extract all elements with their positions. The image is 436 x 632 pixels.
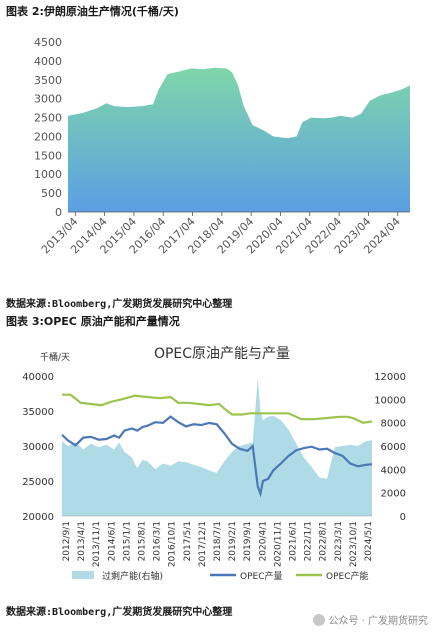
y-axis-ticks: 0 500 1000 1500 2000 2500 3000 3500 4000 4500 (34, 36, 62, 219)
x-tick-label: 2016/3/1 (153, 521, 163, 561)
x-tick-label: 2015/1/1 (122, 521, 132, 561)
legend-spare-capacity-label: 过剩产能(右轴) (102, 570, 163, 582)
watermark-text: 公众号 · 广发期货研究 (328, 616, 428, 627)
spare-capacity-area (62, 378, 372, 516)
y-tick-label: 3500 (34, 74, 62, 87)
y-tick-label: 4500 (34, 36, 62, 49)
y-tick-label: 3000 (34, 93, 62, 106)
y-left-tick-label: 25000 (22, 477, 54, 488)
y-tick-label: 0 (55, 206, 62, 219)
x-tick-label: 2017/12/1 (198, 521, 208, 567)
y-left-axis-ticks: 20000 25000 30000 35000 40000 (22, 372, 54, 523)
iran-production-area (68, 67, 410, 212)
y-right-tick-label: 4000 (381, 465, 406, 476)
x-tick-label: 2020/11/1 (273, 521, 283, 567)
x-axis-ticks: 2013/042014/042015/042016/042017/042018/… (39, 212, 403, 256)
legend-opec-capacity-label: OPEC产能 (326, 570, 368, 582)
y-tick-label: 1500 (34, 149, 62, 162)
opec-capacity-chart: OPEC原油产能与产量 千桶/天 20000250003000035000400… (22, 346, 406, 582)
y-right-tick-label: 2000 (381, 489, 406, 500)
y-right-tick-label: 10000 (374, 395, 406, 406)
y-right-tick-label: 12000 (374, 372, 406, 383)
y-left-tick-label: 20000 (22, 512, 54, 523)
x-tick-label: 2013/4/1 (77, 521, 87, 561)
y-tick-label: 1000 (34, 168, 62, 181)
y-tick-label: 4000 (34, 55, 62, 68)
y-right-axis-ticks: 0 2000 4000 6000 8000 10000 12000 (374, 372, 406, 523)
x-tick-label: 2019/2/1 (228, 521, 238, 561)
y-tick-label: 2000 (34, 130, 62, 143)
legend-opec-production-label: OPEC产量 (240, 570, 282, 582)
x-tick-label: 2024/5/1 (364, 521, 374, 561)
y-right-tick-label: 6000 (381, 442, 406, 453)
figure-2-source: 数据来源:Bloomberg,广发期货发展研究中心整理 (6, 299, 233, 310)
y-tick-label: 2500 (34, 112, 62, 125)
x-tick-label: 2016/10/1 (168, 521, 178, 567)
x-tick-label: 2013/11/1 (92, 521, 102, 567)
opec-capacity-line (62, 393, 373, 424)
y-right-tick-label: 8000 (381, 419, 406, 430)
x-tick-label: 2021/6/1 (289, 521, 299, 561)
x-tick-label: 2014/6/1 (107, 521, 117, 561)
wechat-icon (313, 614, 326, 626)
y-left-tick-label: 30000 (22, 442, 54, 453)
x-tick-label: 2015/8/1 (138, 521, 148, 561)
chart-legend: 过剩产能(右轴) OPEC产量 OPEC产能 (72, 570, 368, 582)
x-tick-label: 2023/10/1 (349, 521, 359, 567)
iran-production-chart: 0 500 1000 1500 2000 2500 3000 3500 4000 4500 201… (34, 36, 410, 256)
x-tick-label: 2019/9/1 (243, 521, 253, 561)
x-tick-label: 2018/7/1 (213, 521, 223, 561)
x-tick-label: 2022/8/1 (319, 521, 329, 561)
y-right-tick-label: 0 (400, 512, 406, 523)
x-tick-label: 2023/3/1 (334, 521, 344, 561)
x-tick-label: 2022/1/1 (304, 521, 314, 561)
x-tick-label: 2012/9/1 (62, 521, 72, 561)
x-axis-ticks: 2012/9/1 2013/4/1 2013/11/1 2014/6/1 2015/1/… (62, 515, 374, 567)
y-left-tick-label: 40000 (22, 372, 54, 383)
x-tick-label: 2017/5/1 (183, 521, 193, 561)
legend-spare-capacity-swatch (72, 571, 94, 579)
opec-production-line (61, 415, 373, 498)
y-tick-label: 500 (41, 187, 62, 200)
x-tick-label: 2020/4/1 (258, 521, 268, 561)
y-left-tick-label: 35000 (22, 407, 54, 418)
chart-title: OPEC原油产能与产量 (154, 346, 290, 362)
figure-3-source: 数据来源:Bloomberg,广发期货发展研究中心整理 (6, 607, 233, 618)
figure-3-title: 图表 3:OPEC 原油产能和产量情况 (6, 315, 180, 328)
y-left-axis-label: 千桶/天 (40, 351, 70, 363)
wechat-watermark: 公众号 · 广发期货研究 (313, 612, 428, 627)
figure-2-title: 图表 2:伊朗原油生产情况(千桶/天) (6, 5, 179, 18)
